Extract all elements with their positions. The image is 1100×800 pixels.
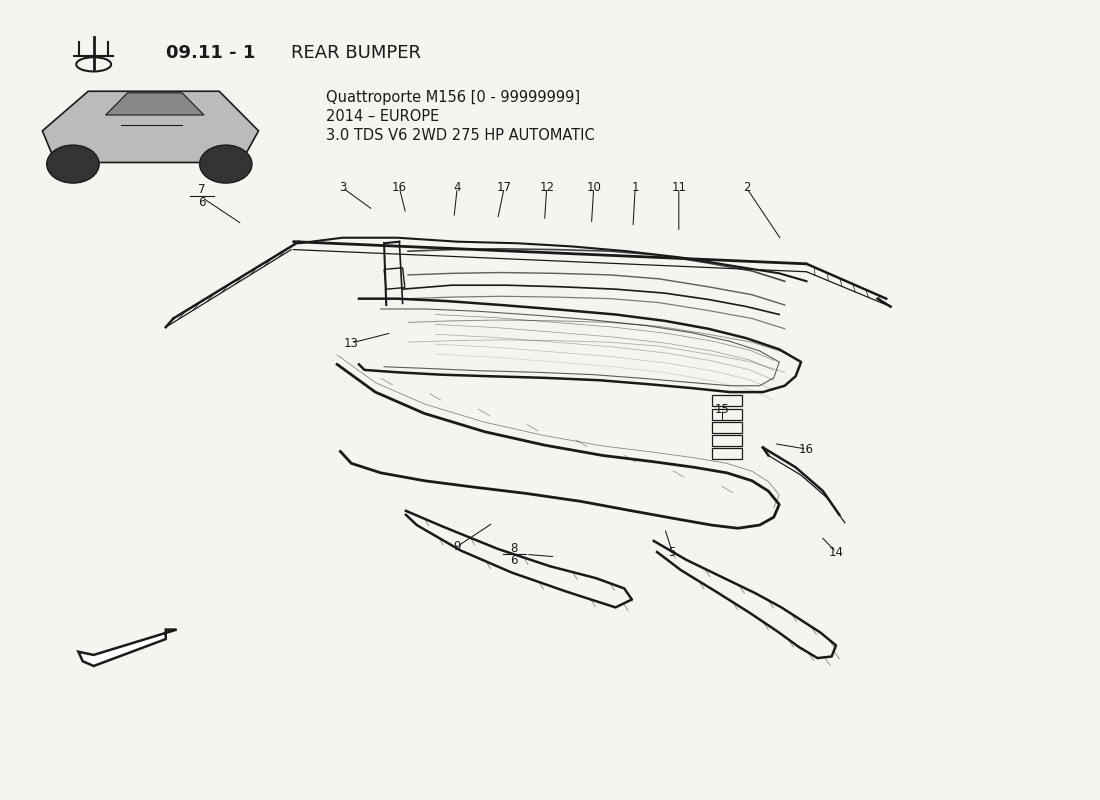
Text: 6: 6 xyxy=(510,554,518,567)
Bar xyxy=(712,435,743,446)
Text: 14: 14 xyxy=(828,546,844,558)
Polygon shape xyxy=(78,630,177,666)
Text: 10: 10 xyxy=(586,182,601,194)
Text: 3: 3 xyxy=(339,182,346,194)
Text: 12: 12 xyxy=(539,182,554,194)
Text: 3.0 TDS V6 2WD 275 HP AUTOMATIC: 3.0 TDS V6 2WD 275 HP AUTOMATIC xyxy=(327,128,595,143)
Circle shape xyxy=(199,145,252,183)
Text: 15: 15 xyxy=(715,403,730,416)
Text: 17: 17 xyxy=(496,182,512,194)
Text: 1: 1 xyxy=(631,182,639,194)
Text: 4: 4 xyxy=(453,182,461,194)
Text: 9: 9 xyxy=(453,540,461,553)
Polygon shape xyxy=(43,91,258,162)
Text: 6: 6 xyxy=(198,196,206,210)
Bar xyxy=(712,422,743,434)
Text: 2: 2 xyxy=(742,182,750,194)
Text: 11: 11 xyxy=(671,182,686,194)
Circle shape xyxy=(46,145,99,183)
Text: Quattroporte M156 [0 - 99999999]: Quattroporte M156 [0 - 99999999] xyxy=(327,90,581,105)
Text: 2014 – EUROPE: 2014 – EUROPE xyxy=(327,109,440,124)
Polygon shape xyxy=(106,93,204,115)
Bar xyxy=(712,395,743,406)
Text: 8: 8 xyxy=(510,542,518,554)
Text: 5: 5 xyxy=(669,546,676,558)
Bar xyxy=(712,447,743,458)
Text: 16: 16 xyxy=(392,182,407,194)
Bar xyxy=(712,409,743,420)
Text: 7: 7 xyxy=(198,183,206,196)
Text: REAR BUMPER: REAR BUMPER xyxy=(292,44,421,62)
Text: 13: 13 xyxy=(344,337,359,350)
Text: 09.11 - 1: 09.11 - 1 xyxy=(166,44,255,62)
Text: 16: 16 xyxy=(799,442,814,455)
